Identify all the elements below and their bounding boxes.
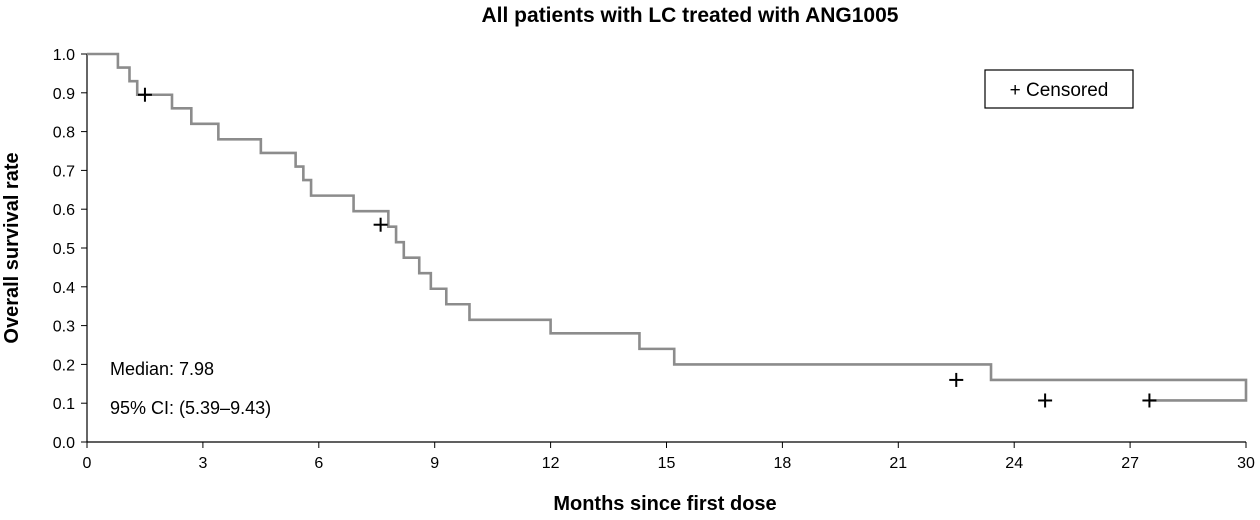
x-tick-label: 12 — [542, 455, 560, 472]
survival-curve-layer — [87, 52, 1248, 402]
y-tick-label: 0.0 — [53, 435, 75, 452]
y-tick-label: 0.8 — [53, 125, 75, 142]
y-tick-label: 0.1 — [53, 396, 75, 413]
y-tick-label: 0.6 — [53, 202, 75, 219]
x-tick-label: 0 — [83, 455, 92, 472]
censor-marks-layer — [137, 87, 1157, 408]
censored-mark — [1038, 393, 1053, 408]
censored-mark — [373, 217, 388, 232]
median-annotation: Median: 7.98 — [110, 359, 214, 379]
x-tick-label: 18 — [774, 455, 792, 472]
legend-label: + Censored — [1010, 80, 1109, 101]
y-axis-label: Overall survival rate — [1, 152, 23, 343]
x-tick-label: 15 — [658, 455, 676, 472]
x-tick-label: 9 — [430, 455, 439, 472]
legend: + Censored — [984, 69, 1134, 109]
censored-mark — [949, 372, 964, 387]
y-tick-label: 0.4 — [53, 280, 75, 297]
x-tick-label: 30 — [1237, 455, 1255, 472]
y-tick-label: 0.5 — [53, 241, 75, 258]
censored-mark — [1142, 393, 1157, 408]
survival-curve — [87, 52, 1248, 402]
x-tick-label: 27 — [1121, 455, 1139, 472]
legend-box — [984, 69, 1134, 109]
chart-title: All patients with LC treated with ANG100… — [482, 4, 899, 27]
x-tick-label: 3 — [198, 455, 207, 472]
x-tick-label: 6 — [314, 455, 323, 472]
y-tick-label: 0.2 — [53, 357, 75, 374]
y-tick-label: 0.9 — [53, 86, 75, 103]
x-axis-label: Months since first dose — [553, 493, 776, 515]
axes: 0 3 6 9 12 15 18 21 24 27 30 0.0 0.1 0.2 0.3 0.4 0.5 0.6 0… — [53, 47, 1255, 472]
censored-mark — [137, 87, 152, 102]
y-tick-label: 1.0 — [53, 47, 75, 64]
y-tick-label: 0.3 — [53, 319, 75, 336]
y-tick-label: 0.7 — [53, 163, 75, 180]
x-tick-label: 21 — [889, 455, 907, 472]
x-tick-label: 24 — [1005, 455, 1023, 472]
ci-annotation: 95% CI: (5.39–9.43) — [110, 398, 271, 418]
